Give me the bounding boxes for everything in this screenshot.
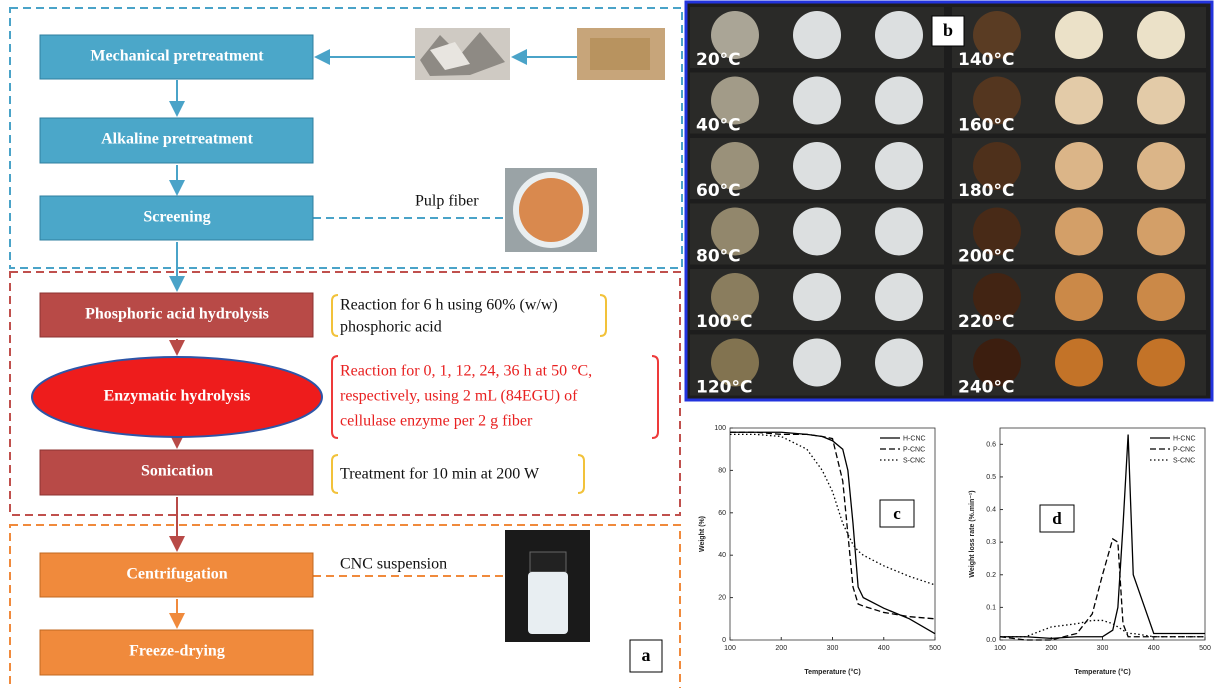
x-tick-label: 400 <box>878 645 890 652</box>
y-tick-label: 0 <box>722 637 726 644</box>
panel-label: a <box>642 645 651 665</box>
step-label: Centrifugation <box>126 566 227 583</box>
y-tick-label: 0.2 <box>986 572 996 579</box>
temperature-label: 180°C <box>958 181 1014 201</box>
y-tick-label: 60 <box>718 510 726 517</box>
y-tick-label: 0.6 <box>986 441 996 448</box>
sample-disc <box>793 77 841 125</box>
y-tick-label: 0.3 <box>986 539 996 546</box>
image-cardboard <box>577 28 665 80</box>
sample-disc <box>875 273 923 321</box>
sample-disc <box>875 142 923 190</box>
figure: Mechanical pretreatment Alkaline pretrea… <box>0 0 1215 688</box>
legend-label: S-CNC <box>903 458 925 465</box>
sample-disc <box>1055 11 1103 59</box>
x-axis-label: Temperature (°C) <box>1074 668 1130 676</box>
step-label: Sonication <box>141 463 213 480</box>
note: phosphoric acid <box>340 319 442 336</box>
panel-a: Mechanical pretreatment Alkaline pretrea… <box>10 8 682 688</box>
panel-label: b <box>943 20 953 40</box>
step-label: Freeze-drying <box>129 643 225 660</box>
sample-disc <box>793 11 841 59</box>
temperature-label: 140°C <box>958 50 1014 70</box>
y-tick-label: 20 <box>718 595 726 602</box>
y-tick-label: 0.0 <box>986 637 996 644</box>
sample-disc <box>1055 339 1103 387</box>
note: Reaction for 6 h using 60% (w/w) <box>340 297 558 314</box>
sample-disc <box>793 339 841 387</box>
x-tick-label: 100 <box>994 645 1006 652</box>
x-tick-label: 200 <box>1045 645 1057 652</box>
note: Reaction for 0, 1, 12, 24, 36 h at 50 °C… <box>340 363 592 380</box>
legend-label: H-CNC <box>903 436 926 443</box>
note: Treatment for 10 min at 200 W <box>340 466 540 483</box>
step-label: Alkaline pretreatment <box>101 131 254 148</box>
temperature-label: 160°C <box>958 116 1014 136</box>
sample-disc <box>793 273 841 321</box>
y-tick-label: 40 <box>718 552 726 559</box>
legend-label: H-CNC <box>1173 436 1196 443</box>
temperature-label: 220°C <box>958 312 1014 332</box>
temperature-label: 120°C <box>696 378 752 398</box>
chart: 100 200 300 400 500 0 20 40 60 80 100 Temperature (… <box>682 416 942 688</box>
temperature-label: 40°C <box>696 116 741 136</box>
image-pile <box>415 28 510 80</box>
temperature-label: 240°C <box>958 378 1014 398</box>
x-tick-label: 200 <box>775 645 787 652</box>
step-label: Mechanical pretreatment <box>90 48 264 65</box>
temperature-label: 60°C <box>696 181 741 201</box>
step-label: Enzymatic hydrolysis <box>104 388 251 405</box>
legend-label: S-CNC <box>1173 458 1195 465</box>
sample-disc <box>1055 208 1103 256</box>
step-label: Phosphoric acid hydrolysis <box>85 306 269 323</box>
panel-label: c <box>893 504 901 523</box>
y-axis-label: Weight (%) <box>699 516 706 552</box>
temperature-label: 200°C <box>958 247 1014 267</box>
sample-disc <box>1137 273 1185 321</box>
note: CNC suspension <box>340 556 447 573</box>
step-label: Screening <box>143 209 210 226</box>
y-tick-label: 0.4 <box>986 507 996 514</box>
sample-disc <box>1137 11 1185 59</box>
sample-disc <box>1055 77 1103 125</box>
y-tick-label: 80 <box>718 467 726 474</box>
sample-disc <box>1137 142 1185 190</box>
x-axis-label: Temperature (°C) <box>804 668 860 676</box>
y-tick-label: 0.1 <box>986 604 996 611</box>
sample-disc <box>1137 208 1185 256</box>
image-vial <box>505 530 590 642</box>
sample-disc <box>1055 273 1103 321</box>
temperature-label: 100°C <box>696 312 752 332</box>
charts: 100 200 300 400 500 0 20 40 60 80 100 Temperature (… <box>682 416 1212 688</box>
y-tick-label: 0.5 <box>986 474 996 481</box>
temperature-label: 20°C <box>696 50 741 70</box>
sample-disc <box>1137 339 1185 387</box>
sample-disc <box>1137 77 1185 125</box>
note: respectively, using 2 mL (84EGU) of <box>340 388 578 405</box>
legend-label: P-CNC <box>1173 447 1195 454</box>
x-tick-label: 500 <box>929 645 941 652</box>
y-axis-label: Weight loss rate (%.min⁻¹) <box>969 490 976 577</box>
sample-disc <box>875 11 923 59</box>
chart: 100 200 300 400 500 0.0 0.1 0.2 0.3 0.4 0.5 0.6 Temp… <box>952 416 1212 688</box>
x-tick-label: 300 <box>827 645 839 652</box>
note: Pulp fiber <box>415 193 479 210</box>
temperature-label: 80°C <box>696 247 741 267</box>
y-tick-label: 100 <box>714 425 726 432</box>
x-tick-label: 500 <box>1199 645 1211 652</box>
sample-disc <box>793 142 841 190</box>
sample-disc <box>875 208 923 256</box>
note: cellulase enzyme per 2 g fiber <box>340 413 533 430</box>
sample-disc <box>793 208 841 256</box>
panel-label: d <box>1052 509 1062 528</box>
image-pulp <box>505 168 597 252</box>
x-tick-label: 400 <box>1148 645 1160 652</box>
x-tick-label: 300 <box>1097 645 1109 652</box>
sample-disc <box>875 339 923 387</box>
legend-label: P-CNC <box>903 447 925 454</box>
panel-b: 20°C 40°C 60°C 80°C 100°C 120°C 140°C 160°C 180°… <box>686 2 1212 400</box>
sample-disc <box>1055 142 1103 190</box>
x-tick-label: 100 <box>724 645 736 652</box>
sample-disc <box>875 77 923 125</box>
